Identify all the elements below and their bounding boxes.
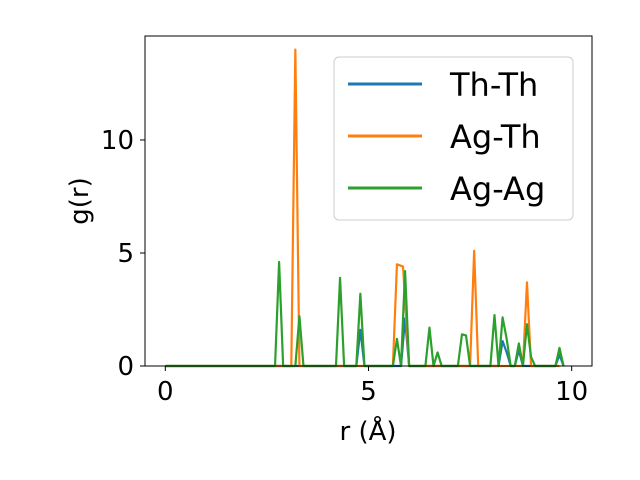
x-tick-label: 0 [157, 377, 174, 407]
x-axis: 0 5 10 [157, 366, 588, 407]
legend-label: Ag-Th [450, 118, 541, 156]
legend-label: Ag-Ag [450, 170, 545, 208]
y-axis-label: g(r) [65, 177, 95, 224]
legend-label: Th-Th [449, 66, 538, 104]
legend: Th-Th Ag-Th Ag-Ag [333, 56, 574, 221]
y-tick-label: 0 [117, 352, 134, 382]
y-tick-label: 10 [101, 126, 134, 156]
x-tick-label: 5 [360, 377, 377, 407]
x-tick-label: 10 [555, 377, 588, 407]
x-axis-label: r (Å) [339, 415, 396, 447]
y-tick-label: 5 [117, 239, 134, 269]
y-axis: 0 5 10 [101, 126, 145, 382]
legend-frame [333, 56, 574, 221]
